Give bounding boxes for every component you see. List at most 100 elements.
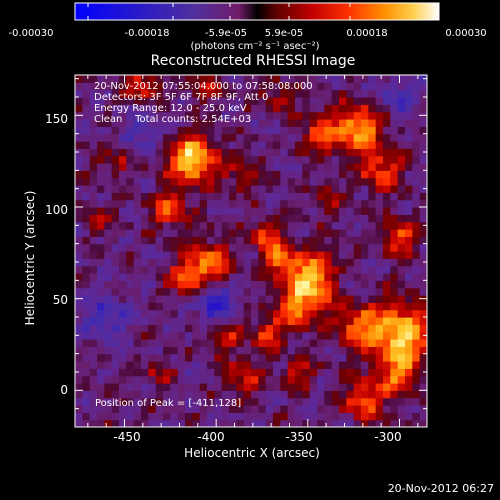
heatmap-cell xyxy=(170,339,179,347)
heatmap-cell xyxy=(214,170,223,179)
heatmap-cell xyxy=(331,221,340,230)
heatmap-cell xyxy=(353,309,362,318)
heatmap-cell xyxy=(324,82,333,91)
heatmap-cell xyxy=(185,185,193,193)
heatmap-cell xyxy=(104,214,113,223)
heatmap-cell xyxy=(309,287,318,296)
heatmap-cell xyxy=(133,273,142,281)
heatmap-cell xyxy=(383,104,391,113)
heatmap-cell xyxy=(97,199,105,208)
heatmap-cell xyxy=(155,368,164,377)
heatmap-cell xyxy=(324,148,333,157)
heatmap-cell xyxy=(390,82,399,91)
heatmap-cell xyxy=(265,155,274,164)
heatmap-cell xyxy=(170,243,179,252)
heatmap-cell xyxy=(75,133,83,142)
heatmap-cell xyxy=(419,383,427,391)
heatmap-cell xyxy=(207,82,215,91)
heatmap-cell xyxy=(163,405,171,413)
heatmap-cell xyxy=(309,97,318,105)
heatmap-cell xyxy=(324,229,333,237)
heatmap-cell xyxy=(111,368,120,377)
heatmap-cell xyxy=(309,82,318,91)
heatmap-cell xyxy=(177,375,186,384)
heatmap-cell xyxy=(229,163,237,171)
heatmap-cell xyxy=(346,185,355,193)
heatmap-cell xyxy=(302,317,311,325)
heatmap-cell xyxy=(309,214,318,223)
heatmap-cell xyxy=(251,177,259,186)
heatmap-cell xyxy=(111,133,120,142)
heatmap-cell xyxy=(280,405,289,413)
heatmap-cell xyxy=(412,258,421,267)
heatmap-cell xyxy=(412,185,421,193)
heatmap-cell xyxy=(97,170,105,179)
heatmap-cell xyxy=(97,353,105,362)
heatmap-cell xyxy=(419,309,427,318)
heatmap-cell xyxy=(368,141,377,149)
heatmap-cell xyxy=(317,243,325,252)
heatmap-cell xyxy=(243,177,252,186)
heatmap-cell xyxy=(390,192,399,201)
heatmap-cell xyxy=(221,339,230,347)
heatmap-cell xyxy=(199,419,208,427)
heatmap-cell xyxy=(273,177,281,186)
heatmap-cell xyxy=(104,75,113,83)
heatmap-cell xyxy=(170,75,179,83)
heatmap-cell xyxy=(185,280,193,289)
heatmap-cell xyxy=(155,148,164,157)
heatmap-cell xyxy=(251,185,259,193)
heatmap-cell xyxy=(111,251,120,259)
colorbar-gradient xyxy=(75,3,439,20)
heatmap-cell xyxy=(258,405,267,413)
heatmap-cell xyxy=(251,82,259,91)
heatmap-cell xyxy=(133,280,142,289)
heatmap-cell xyxy=(229,133,237,142)
heatmap-cell xyxy=(287,368,296,377)
heatmap-cell xyxy=(309,339,318,347)
heatmap-cell xyxy=(214,148,223,157)
heatmap-cell xyxy=(163,192,171,201)
heatmap-cell xyxy=(309,221,318,230)
heatmap-cell xyxy=(368,236,377,245)
heatmap-cell xyxy=(405,309,413,318)
heatmap-cell xyxy=(419,302,427,311)
heatmap-cell xyxy=(383,199,391,208)
heatmap-cell xyxy=(309,170,318,179)
heatmap-cell xyxy=(309,148,318,157)
heatmap-cell xyxy=(141,104,149,113)
heatmap-cell xyxy=(273,295,281,303)
heatmap-cell xyxy=(97,82,105,91)
heatmap-cell xyxy=(185,111,193,120)
heatmap-cell xyxy=(207,390,215,399)
heatmap-cell xyxy=(419,170,427,179)
heatmap-cell xyxy=(177,287,186,296)
heatmap-cell xyxy=(324,273,333,281)
heatmap-cell xyxy=(177,368,186,377)
heatmap-cell xyxy=(265,97,274,105)
heatmap-cell xyxy=(368,390,377,399)
heatmap-cell xyxy=(361,302,369,311)
heatmap-cell xyxy=(163,265,171,274)
heatmap-cell xyxy=(397,317,406,325)
heatmap-cell xyxy=(141,339,149,347)
heatmap-cell xyxy=(273,221,281,230)
heatmap-cell xyxy=(82,177,91,186)
heatmap-cell xyxy=(287,295,296,303)
heatmap-cell xyxy=(324,97,333,105)
heatmap-cell xyxy=(302,75,311,83)
heatmap-cell xyxy=(346,89,355,98)
heatmap-cell xyxy=(361,309,369,318)
heatmap-cell xyxy=(148,155,157,164)
heatmap-cell xyxy=(229,412,237,421)
heatmap-cell xyxy=(353,353,362,362)
heatmap-cell xyxy=(199,383,208,391)
heatmap-cell xyxy=(221,75,230,83)
heatmap-cell xyxy=(419,243,427,252)
heatmap-cell xyxy=(339,309,347,318)
heatmap-cell xyxy=(375,97,384,105)
heatmap-cell xyxy=(368,148,377,157)
heatmap-cell xyxy=(331,236,340,245)
heatmap-cell xyxy=(185,295,193,303)
heatmap-cell xyxy=(295,397,303,406)
